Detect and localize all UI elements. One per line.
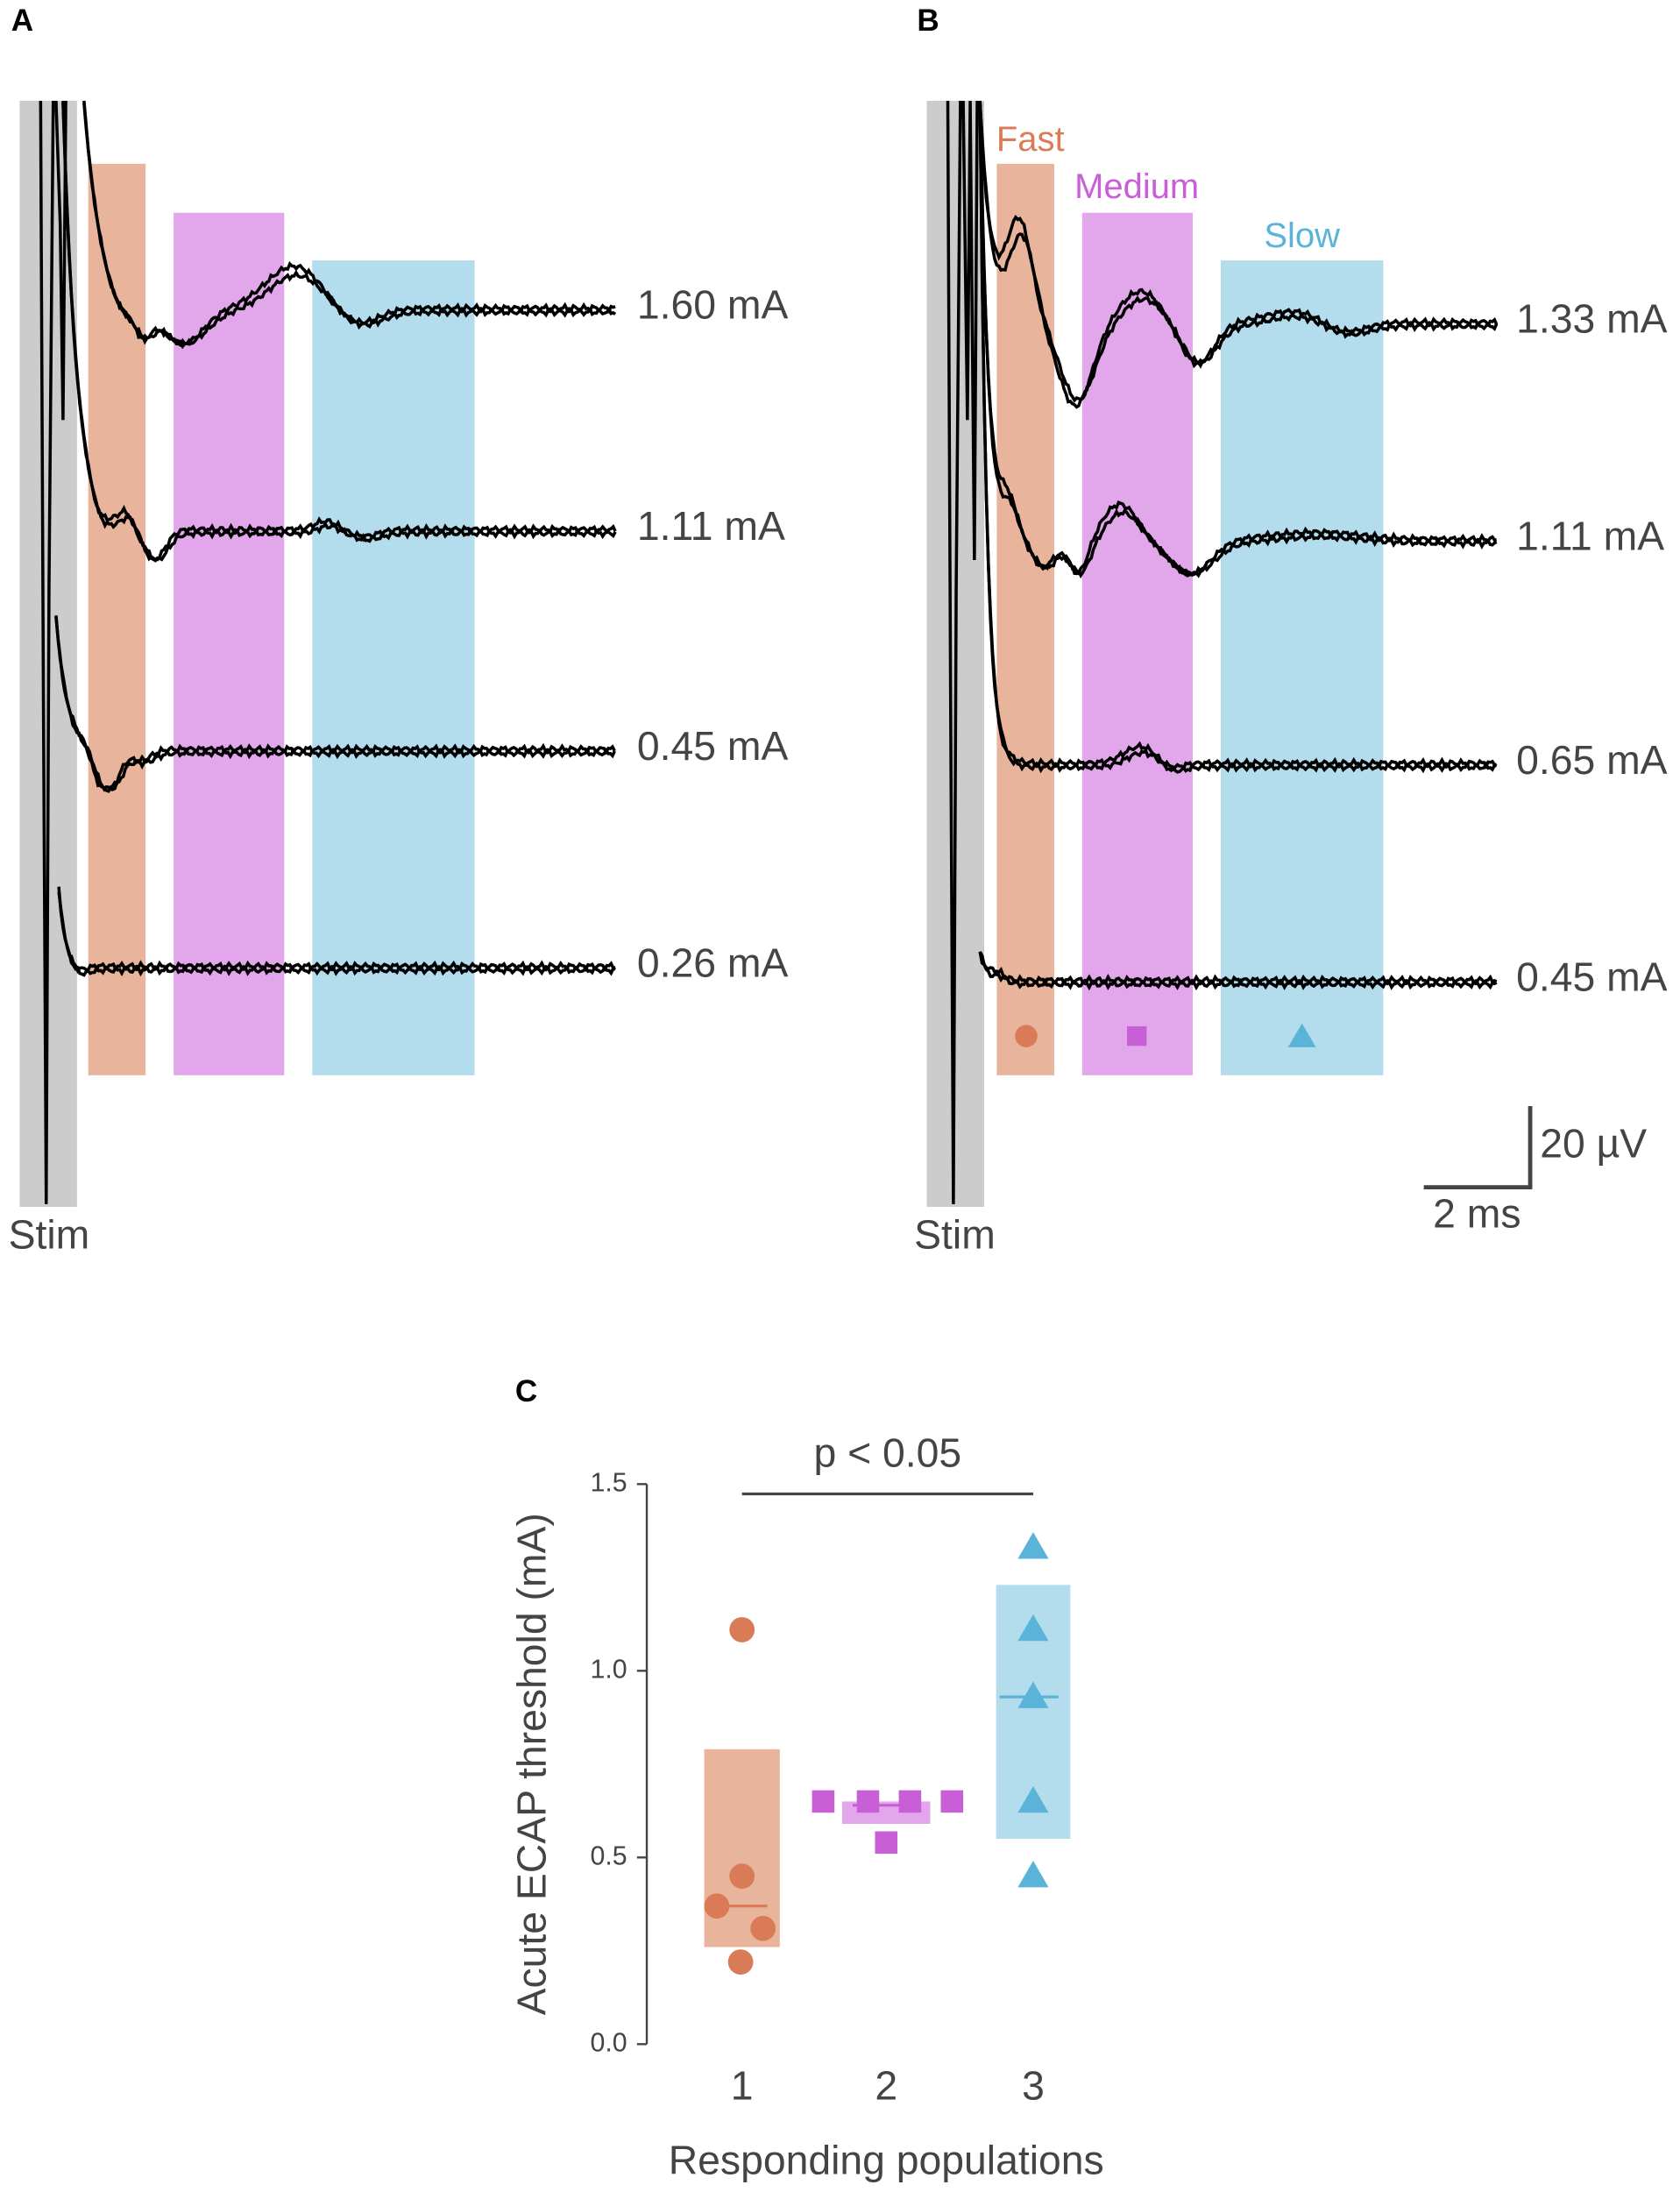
trace <box>57 886 616 977</box>
scale-bar-y-label: 20 µV <box>1540 1121 1647 1167</box>
panel-label: C <box>515 1374 537 1408</box>
y-tick-label: 1.0 <box>590 1655 627 1684</box>
panel-b: B Fast Medium Slow Stim 20 µV 2 ms <box>914 4 1647 1258</box>
trace <box>978 951 1498 987</box>
current-label: 1.11 mA <box>1516 513 1664 558</box>
panel-label: B <box>917 4 939 38</box>
trace <box>978 100 1498 579</box>
panel-a: A Stim <box>9 4 475 1257</box>
fast-window <box>996 163 1054 1075</box>
current-label: 1.33 mA <box>1516 296 1668 342</box>
trace <box>57 891 616 974</box>
window-label: Fast <box>996 120 1065 159</box>
point <box>704 1893 730 1919</box>
window-label: Slow <box>1264 216 1340 255</box>
medium-marker <box>1126 1025 1147 1046</box>
current-label: 0.45 mA <box>637 723 789 769</box>
slow-window <box>1221 260 1384 1075</box>
scale-bar-x-label: 2 ms <box>1433 1190 1521 1236</box>
stim-label: Stim <box>9 1211 90 1257</box>
trace <box>978 951 1498 991</box>
fast-marker <box>1015 1025 1038 1047</box>
y-tick-label: 0.5 <box>590 1841 627 1870</box>
trace <box>54 615 616 792</box>
trace <box>61 102 617 563</box>
point <box>875 1831 897 1855</box>
artifact <box>961 100 979 561</box>
point <box>1017 1681 1049 1708</box>
point <box>727 1949 754 1975</box>
point <box>1017 1861 1049 1888</box>
annotation: p < 0.05 <box>813 1430 961 1476</box>
x-tick-label: 3 <box>1022 2063 1045 2109</box>
current-label: 1.60 mA <box>637 282 789 328</box>
slow-window <box>312 260 475 1075</box>
current-label: 0.26 mA <box>637 940 789 985</box>
stim-label: Stim <box>914 1211 996 1257</box>
medium-window <box>1081 212 1194 1075</box>
point <box>898 1790 922 1813</box>
current-label: 1.11 mA <box>637 503 785 549</box>
x-axis-label: Responding populations <box>669 2137 1104 2182</box>
point <box>729 1617 755 1642</box>
point <box>812 1790 835 1813</box>
panel-label: A <box>11 4 33 38</box>
current-label: 0.45 mA <box>1516 954 1668 999</box>
window-label: Medium <box>1074 167 1199 206</box>
point <box>1017 1785 1049 1813</box>
artifact <box>39 101 55 1204</box>
point <box>1017 1532 1049 1559</box>
trace <box>978 100 1499 403</box>
slow-marker <box>1287 1023 1316 1047</box>
fast-window <box>88 163 146 1075</box>
y-tick-label: 0.0 <box>590 2028 627 2057</box>
panel-c: C p < 0.05 Responding populations Acute … <box>508 1374 1103 2183</box>
y-axis-label: Acute ECAP threshold (mA) <box>508 1513 554 2015</box>
current-label: 0.65 mA <box>1516 737 1668 783</box>
point <box>1017 1614 1049 1642</box>
trace <box>54 616 616 793</box>
point <box>729 1863 755 1889</box>
point <box>940 1790 964 1813</box>
point <box>750 1915 776 1941</box>
x-tick-label: 1 <box>731 2063 754 2109</box>
y-tick-label: 1.5 <box>590 1468 627 1497</box>
medium-window <box>174 212 285 1075</box>
artifact <box>946 101 962 1204</box>
trace <box>978 101 1498 774</box>
scale-bar <box>1423 1106 1533 1190</box>
point <box>856 1790 880 1813</box>
artifact <box>54 100 67 421</box>
x-tick-label: 2 <box>875 2063 897 2109</box>
trace <box>978 103 1499 409</box>
trace <box>82 103 617 350</box>
